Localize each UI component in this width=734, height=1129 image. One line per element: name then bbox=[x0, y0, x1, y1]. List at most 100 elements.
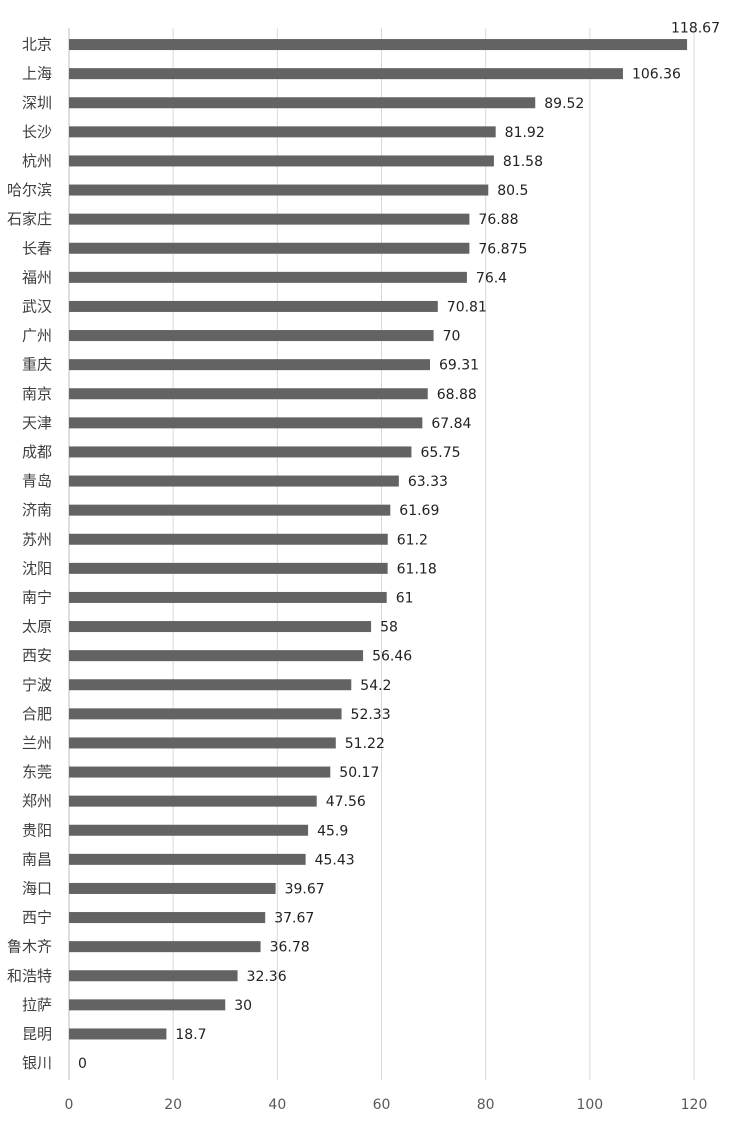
x-tick-label: 60 bbox=[373, 1097, 391, 1113]
bar bbox=[69, 912, 266, 924]
data-label: 52.33 bbox=[351, 707, 391, 723]
data-label: 47.56 bbox=[326, 794, 366, 810]
category-label: 郑州 bbox=[22, 792, 52, 810]
bar bbox=[69, 1028, 167, 1040]
grid-lines bbox=[68, 28, 695, 1080]
category-label: 鲁木齐 bbox=[7, 938, 52, 956]
category-label: 兰州 bbox=[22, 734, 52, 752]
data-label: 65.75 bbox=[420, 445, 460, 461]
data-label: 76.4 bbox=[476, 270, 507, 286]
data-label: 89.52 bbox=[544, 96, 584, 112]
category-label: 济南 bbox=[22, 501, 52, 519]
data-label: 51.22 bbox=[345, 736, 385, 752]
category-label: 沈阳 bbox=[22, 559, 52, 577]
data-label: 68.88 bbox=[437, 387, 477, 403]
data-label: 81.58 bbox=[503, 154, 543, 170]
data-labels: 118.67 106.36 89.52 81.92 81.58 80.5 76.88 76.8… bbox=[78, 21, 720, 1073]
x-tick-label: 40 bbox=[268, 1097, 286, 1113]
category-label: 合肥 bbox=[22, 705, 52, 723]
data-label: 45.9 bbox=[317, 823, 348, 839]
data-label: 61.18 bbox=[397, 561, 437, 577]
data-label: 32.36 bbox=[247, 969, 287, 985]
bar bbox=[69, 359, 430, 371]
bar bbox=[69, 766, 331, 778]
x-tick-label: 100 bbox=[576, 1097, 603, 1113]
data-label: 70.81 bbox=[447, 299, 487, 315]
data-label: 76.875 bbox=[478, 241, 527, 257]
bar bbox=[69, 795, 317, 807]
bar bbox=[69, 853, 306, 865]
data-label: 81.92 bbox=[505, 125, 545, 141]
data-label: 70 bbox=[443, 329, 461, 345]
category-label: 青岛 bbox=[22, 472, 52, 490]
category-label: 成都 bbox=[22, 443, 52, 461]
bar bbox=[69, 417, 423, 429]
bar bbox=[69, 446, 412, 458]
category-label: 银川 bbox=[22, 1054, 52, 1072]
bar bbox=[69, 300, 438, 312]
data-label: 61.2 bbox=[397, 532, 428, 548]
bar bbox=[69, 475, 399, 487]
data-label: 80.5 bbox=[497, 183, 528, 199]
x-axis-tick-labels: 0 20 40 60 80 100 120 bbox=[65, 1097, 708, 1113]
category-label: 拉萨 bbox=[22, 996, 52, 1014]
data-label: 69.31 bbox=[439, 358, 479, 374]
bar bbox=[69, 591, 387, 603]
category-label: 海口 bbox=[22, 879, 52, 897]
category-label: 石家庄 bbox=[7, 210, 52, 228]
x-tick-label: 0 bbox=[65, 1097, 74, 1113]
category-label: 太原 bbox=[22, 618, 52, 636]
x-tick-label: 80 bbox=[477, 1097, 495, 1113]
category-label: 广州 bbox=[22, 327, 52, 345]
bar bbox=[69, 999, 226, 1011]
category-label: 贵阳 bbox=[22, 821, 52, 839]
category-label: 杭州 bbox=[22, 152, 52, 170]
data-label: 61 bbox=[396, 590, 414, 606]
data-label: 56.46 bbox=[372, 649, 412, 665]
data-label: 45.43 bbox=[315, 852, 355, 868]
category-label: 深圳 bbox=[22, 94, 52, 112]
bar bbox=[69, 68, 623, 80]
category-label: 长沙 bbox=[22, 123, 52, 141]
category-label: 长春 bbox=[22, 239, 52, 257]
category-label: 西安 bbox=[22, 647, 52, 665]
bar bbox=[69, 650, 364, 662]
bar bbox=[69, 184, 489, 196]
data-label: 58 bbox=[380, 620, 398, 636]
category-label: 重庆 bbox=[22, 356, 52, 374]
bar bbox=[69, 126, 496, 138]
x-tick-label: 20 bbox=[164, 1097, 182, 1113]
data-label: 50.17 bbox=[339, 765, 379, 781]
category-label: 和浩特 bbox=[7, 967, 52, 985]
data-label: 36.78 bbox=[270, 940, 310, 956]
bar bbox=[69, 941, 261, 953]
data-label: 37.67 bbox=[274, 911, 314, 927]
category-labels: 北京上海深圳长沙杭州哈尔滨石家庄长春福州武汉广州重庆南京天津成都青岛济南苏州沈阳… bbox=[7, 36, 52, 1073]
bar bbox=[69, 737, 336, 749]
category-label: 天津 bbox=[22, 414, 52, 432]
bar bbox=[69, 708, 342, 720]
category-label: 苏州 bbox=[22, 530, 52, 548]
category-label: 宁波 bbox=[22, 676, 52, 694]
category-label: 南宁 bbox=[22, 588, 52, 606]
category-label: 上海 bbox=[22, 65, 52, 83]
data-label: 118.67 bbox=[671, 21, 720, 37]
bar bbox=[69, 882, 276, 894]
bar bbox=[69, 155, 494, 167]
category-label: 西宁 bbox=[22, 909, 52, 927]
bar bbox=[69, 504, 391, 516]
bar bbox=[69, 562, 388, 574]
category-label: 南京 bbox=[22, 385, 52, 403]
category-label: 南昌 bbox=[22, 850, 52, 868]
bar bbox=[69, 824, 309, 836]
category-label: 武汉 bbox=[22, 297, 52, 315]
bar bbox=[69, 970, 238, 982]
data-label: 18.7 bbox=[175, 1027, 206, 1043]
bar bbox=[69, 388, 428, 400]
bar bbox=[69, 242, 470, 254]
data-label: 54.2 bbox=[360, 678, 391, 694]
bar bbox=[69, 679, 352, 691]
bar bbox=[69, 621, 372, 633]
data-label: 0 bbox=[78, 1056, 87, 1072]
